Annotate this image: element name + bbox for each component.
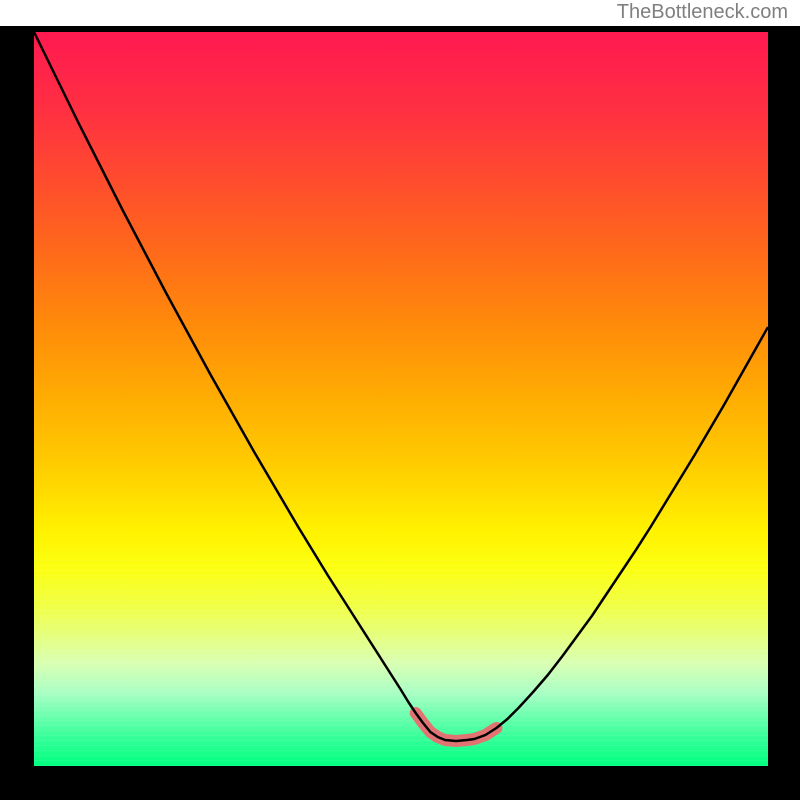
chart-container: TheBottleneck.com: [0, 0, 800, 800]
attribution-text: TheBottleneck.com: [617, 1, 788, 24]
gradient-background: [0, 0, 800, 800]
